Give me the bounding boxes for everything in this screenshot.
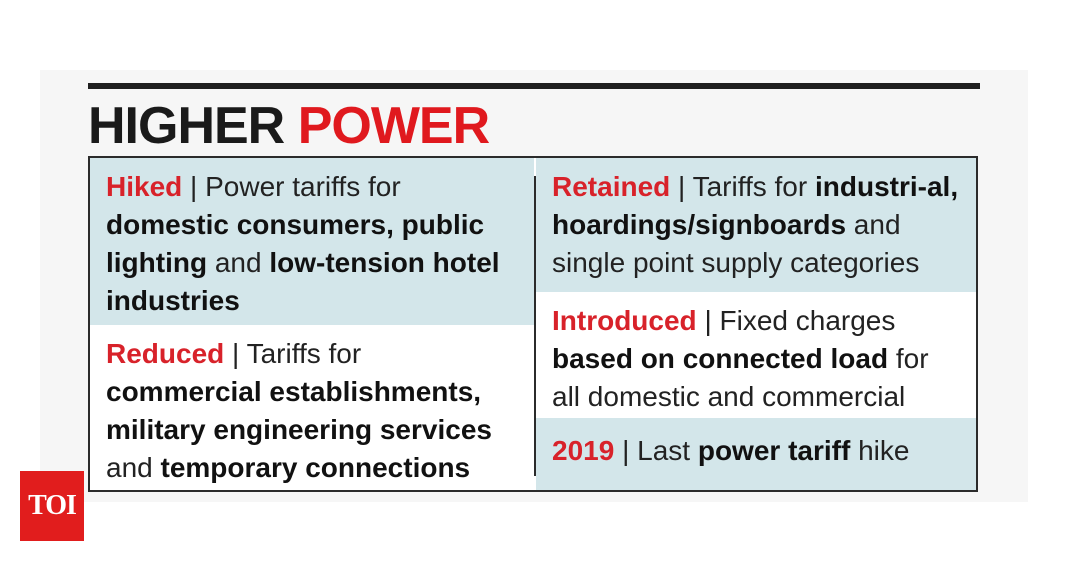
- cell-2019-separator: |: [614, 435, 638, 466]
- headline-part-2: POWER: [297, 97, 490, 155]
- top-rule: [88, 83, 980, 89]
- cell-introduced-separator: |: [696, 305, 720, 336]
- cell-retained-keyword: Retained: [552, 171, 671, 202]
- cell-2019: 2019 | Last power tariff hike: [536, 418, 976, 490]
- cell-reduced-keyword: Reduced: [106, 338, 225, 369]
- cell-2019-text-2: hike: [850, 435, 910, 466]
- cell-reduced-bold-1: commercial establishments, military engi…: [106, 376, 492, 445]
- cell-retained-text-2: and single point supply categories: [552, 209, 920, 278]
- cell-retained-text-1: Tariffs for: [692, 171, 815, 202]
- cell-introduced: Introduced | Fixed charges based on conn…: [536, 292, 976, 450]
- cell-hiked-text-1: Power tariffs for: [205, 171, 401, 202]
- cell-hiked-text-2: and: [207, 247, 270, 278]
- cell-reduced-separator: |: [224, 338, 247, 369]
- toi-logo-text: TOI: [28, 490, 77, 521]
- cell-hiked-bold-2: low-tension hotel industries: [106, 247, 500, 316]
- cell-hiked-bold-1: domestic consumers, public lighting: [106, 209, 485, 278]
- cell-retained-separator: |: [670, 171, 693, 202]
- cell-2019-keyword: 2019: [552, 435, 615, 466]
- cell-introduced-bold-1: based on connected load: [552, 343, 889, 374]
- cell-reduced-text-1: Tariffs for: [246, 338, 362, 369]
- headline-part-1: HIGHER: [88, 97, 285, 155]
- cell-hiked: Hiked | Power tariffs for domestic consu…: [90, 158, 534, 325]
- cell-retained: Retained | Tariffs for industri-al, hoar…: [536, 158, 976, 292]
- column-divider: [534, 176, 536, 476]
- cell-introduced-text-1: Fixed charges: [719, 305, 896, 336]
- cell-reduced: Reduced | Tariffs for commercial establi…: [90, 325, 534, 490]
- info-grid: Hiked | Power tariffs for domestic consu…: [88, 156, 978, 492]
- cell-reduced-bold-2: temporary connections: [160, 452, 471, 483]
- toi-logo-badge: TOI: [20, 471, 84, 541]
- cell-hiked-keyword: Hiked: [106, 171, 183, 202]
- cell-2019-text-1: Last: [637, 435, 698, 466]
- cell-retained-bold-1: industri-al, hoardings/signboards: [552, 171, 959, 240]
- headline: HIGHER POWER: [88, 96, 490, 156]
- cell-2019-bold-1: power tariff: [697, 435, 851, 466]
- cell-hiked-separator: |: [182, 171, 206, 202]
- cell-introduced-keyword: Introduced: [552, 305, 697, 336]
- cell-reduced-text-2: and: [106, 452, 161, 483]
